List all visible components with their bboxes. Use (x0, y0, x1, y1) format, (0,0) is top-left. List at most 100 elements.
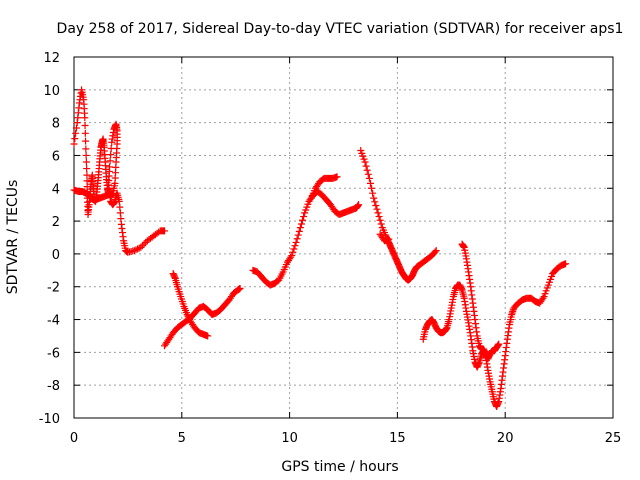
y-tick-label: 4 (52, 182, 60, 197)
y-tick-label: 12 (43, 51, 60, 66)
data-point-marker (375, 213, 383, 221)
x-axis-ticks: 0 5 10 15 20 25 (70, 57, 621, 446)
data-point-marker (364, 170, 372, 178)
y-axis-ticks: -10 -8 -6 -4 -2 0 2 4 6 8 10 12 (39, 51, 613, 427)
data-point-marker (295, 227, 303, 235)
data-point-marker (333, 173, 341, 181)
data-point-marker (294, 231, 302, 239)
data-point-marker (377, 220, 385, 228)
data-point-marker (373, 205, 381, 213)
data-point-marker (161, 227, 169, 235)
data-series-segment (70, 186, 112, 204)
data-point-marker (108, 138, 116, 146)
data-point-marker (431, 248, 439, 256)
data-point-marker (363, 166, 371, 174)
data-point-marker (368, 184, 376, 192)
y-tick-label: 2 (52, 215, 60, 230)
data-point-marker (291, 242, 299, 250)
data-point-marker (83, 165, 91, 173)
data-point-marker (376, 216, 384, 224)
data-point-marker (81, 122, 89, 130)
x-tick-label: 15 (389, 431, 406, 446)
data-point-marker (104, 191, 112, 199)
data-point-marker (299, 216, 307, 224)
data-point-marker (72, 124, 80, 132)
data-point-marker (289, 248, 297, 256)
data-point-marker (288, 252, 296, 260)
data-point-marker (495, 340, 503, 348)
data-point-marker (374, 209, 382, 217)
data-point-marker (287, 253, 295, 261)
data-point-marker (106, 157, 114, 165)
y-axis-label: SDTVAR / TECUs (5, 180, 21, 295)
data-series-segment (169, 270, 212, 340)
data-point-marker (236, 284, 244, 292)
data-point-marker (137, 243, 145, 251)
data-point-marker (204, 332, 212, 340)
data-point-marker (297, 220, 305, 228)
data-point-marker (70, 140, 78, 148)
data-point-marker (107, 151, 115, 159)
data-series-segment (70, 86, 169, 256)
data-point-marker (140, 240, 148, 248)
x-tick-label: 0 (70, 431, 78, 446)
data-point-marker (183, 311, 191, 319)
data-point-marker (82, 158, 90, 166)
data-point-marker (365, 174, 373, 182)
y-tick-label: 10 (43, 84, 60, 99)
data-point-marker (290, 245, 298, 253)
data-series-segment (161, 284, 244, 350)
data-series-segment (376, 230, 393, 245)
plot-frame (73, 56, 614, 419)
data-point-marker (432, 247, 440, 255)
data-point-marker (185, 314, 193, 322)
chart-title: Day 258 of 2017, Sidereal Day-to-day VTE… (57, 21, 624, 37)
data-point-marker (132, 246, 140, 254)
data-point-marker (82, 151, 90, 159)
data-point-marker (385, 235, 393, 243)
data-point-marker (82, 137, 90, 145)
data-point-marker (372, 202, 380, 210)
data-point-marker (296, 224, 304, 232)
data-point-marker (134, 245, 142, 253)
data-point-marker (361, 158, 369, 166)
y-tick-label: 6 (52, 149, 60, 164)
data-point-marker (71, 135, 79, 143)
x-axis-label: GPS time / hours (281, 459, 398, 475)
data-point-marker (371, 198, 379, 206)
data-point-marker (293, 235, 301, 243)
data-point-marker (72, 129, 80, 137)
y-tick-label: 0 (52, 248, 60, 263)
data-point-marker (81, 129, 89, 137)
data-point-marker (370, 194, 378, 202)
data-point-marker (82, 145, 90, 153)
y-tick-label: -4 (47, 314, 60, 329)
data-point-marker (292, 238, 300, 246)
data-point-marker (362, 162, 370, 170)
data-point-marker (562, 260, 570, 268)
data-points (70, 86, 570, 411)
data-series-segment (307, 173, 341, 202)
x-tick-label: 10 (281, 431, 298, 446)
x-tick-label: 20 (497, 431, 514, 446)
y-tick-label: 8 (52, 117, 60, 132)
data-series-segment (357, 147, 440, 284)
data-series-segment (419, 260, 570, 411)
x-tick-label: 5 (178, 431, 186, 446)
data-point-marker (366, 179, 374, 187)
data-series-segment (458, 240, 503, 363)
data-point-marker (107, 144, 115, 152)
data-series-segment (249, 188, 363, 289)
y-tick-label: -2 (47, 281, 60, 296)
data-point-marker (81, 114, 89, 122)
data-point-marker (369, 189, 377, 197)
y-tick-label: -8 (47, 379, 60, 394)
data-point-marker (539, 294, 547, 302)
data-point-marker (300, 213, 308, 221)
data-point-marker (355, 201, 363, 209)
x-tick-label: 25 (605, 431, 622, 446)
data-point-marker (184, 312, 192, 320)
data-point-marker (130, 247, 138, 255)
y-tick-label: -6 (47, 346, 60, 361)
